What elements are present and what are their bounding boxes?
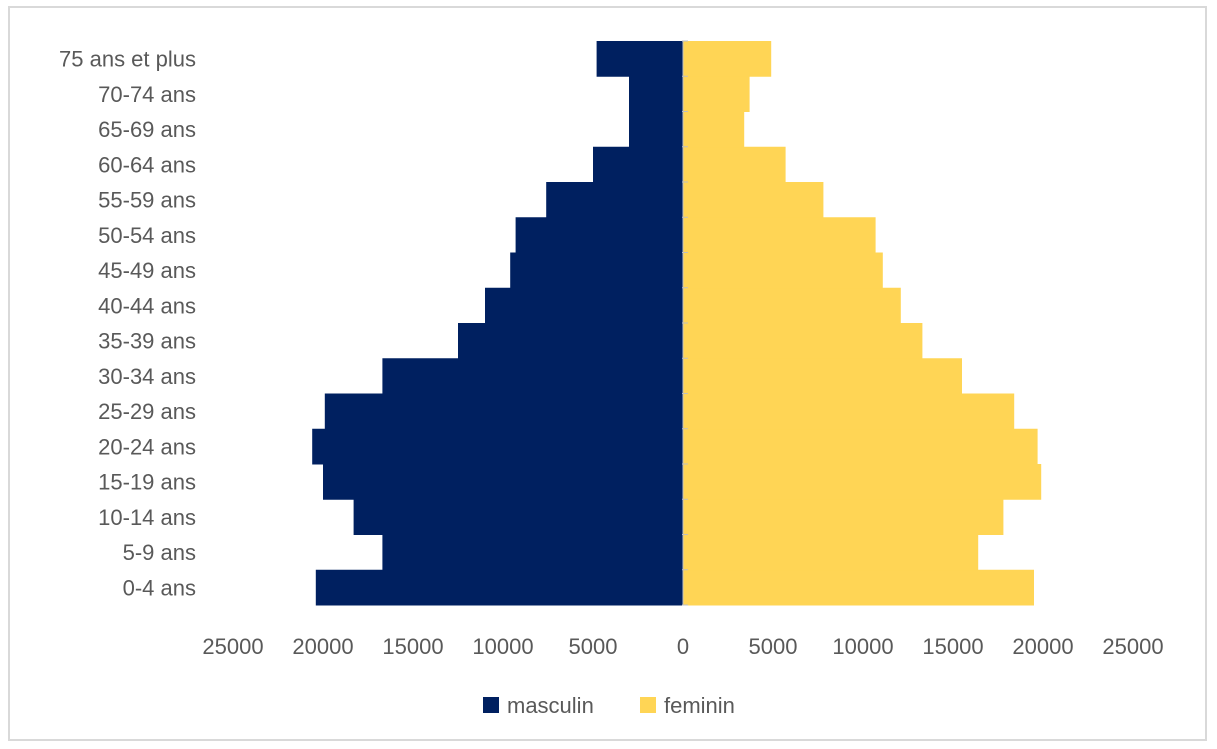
bar-masculin-6 bbox=[382, 358, 683, 394]
legend-label-masculin: masculin bbox=[507, 693, 594, 718]
bar-feminin-3 bbox=[683, 464, 1042, 500]
bar-masculin-2 bbox=[353, 499, 683, 535]
category-label: 5-9 ans bbox=[123, 540, 196, 565]
bar-feminin-5 bbox=[683, 393, 1015, 430]
bar-feminin-2 bbox=[683, 499, 1004, 535]
category-label: 10-14 ans bbox=[98, 505, 196, 530]
series-masculin bbox=[312, 41, 683, 606]
x-tick-label: 20000 bbox=[292, 634, 353, 659]
bar-masculin-7 bbox=[458, 323, 683, 359]
x-tick-label: 25000 bbox=[1102, 634, 1163, 659]
category-label: 35-39 ans bbox=[98, 329, 196, 354]
x-tick-label: 15000 bbox=[382, 634, 443, 659]
bar-masculin-8 bbox=[485, 287, 683, 324]
category-label: 15-19 ans bbox=[98, 470, 196, 495]
category-label: 20-24 ans bbox=[98, 434, 196, 459]
bar-feminin-11 bbox=[683, 182, 824, 218]
x-tick-label: 10000 bbox=[472, 634, 533, 659]
legend-swatch-feminin bbox=[640, 697, 656, 713]
category-label: 55-59 ans bbox=[98, 188, 196, 213]
bar-feminin-10 bbox=[683, 217, 876, 253]
bar-feminin-1 bbox=[683, 534, 979, 571]
x-tick-label: 15000 bbox=[922, 634, 983, 659]
category-label: 70-74 ans bbox=[98, 82, 196, 107]
category-label: 25-29 ans bbox=[98, 399, 196, 424]
bar-feminin-7 bbox=[683, 323, 923, 359]
category-label: 40-44 ans bbox=[98, 293, 196, 318]
bar-masculin-3 bbox=[323, 464, 683, 500]
bar-masculin-10 bbox=[515, 217, 683, 253]
bar-feminin-14 bbox=[683, 76, 750, 112]
bar-masculin-0 bbox=[315, 569, 683, 606]
series-feminin bbox=[683, 41, 1042, 606]
bar-feminin-8 bbox=[683, 287, 901, 324]
x-tick-label: 5000 bbox=[749, 634, 798, 659]
x-tick-label: 5000 bbox=[569, 634, 618, 659]
bar-feminin-9 bbox=[683, 252, 883, 289]
x-tick-label: 25000 bbox=[202, 634, 263, 659]
legend-swatch-masculin bbox=[483, 697, 499, 713]
bars-group bbox=[312, 41, 1042, 606]
legend-label-feminin: feminin bbox=[664, 693, 735, 718]
bar-masculin-5 bbox=[324, 393, 683, 430]
bar-feminin-4 bbox=[683, 428, 1038, 465]
bar-masculin-13 bbox=[629, 111, 683, 148]
category-label: 65-69 ans bbox=[98, 117, 196, 142]
category-label: 30-34 ans bbox=[98, 364, 196, 389]
bar-masculin-14 bbox=[629, 76, 683, 112]
x-tick-label: 0 bbox=[677, 634, 689, 659]
category-labels: 0-4 ans 5-9 ans 10-14 ans 15-19 ans 20-24 an… bbox=[59, 47, 196, 601]
bar-masculin-9 bbox=[510, 252, 683, 289]
category-label: 0-4 ans bbox=[123, 575, 196, 600]
bar-masculin-1 bbox=[382, 534, 683, 571]
x-tick-label: 20000 bbox=[1012, 634, 1073, 659]
x-axis-labels: 25000 20000 15000 10000 5000 0 5000 10000 15000 2… bbox=[202, 634, 1163, 659]
bar-masculin-12 bbox=[593, 146, 683, 183]
category-label: 60-64 ans bbox=[98, 152, 196, 177]
x-tick-label: 10000 bbox=[832, 634, 893, 659]
category-label: 75 ans et plus bbox=[59, 47, 196, 72]
bar-masculin-15 bbox=[596, 41, 683, 77]
bar-feminin-6 bbox=[683, 358, 962, 394]
bar-masculin-4 bbox=[312, 428, 683, 465]
bar-feminin-12 bbox=[683, 146, 786, 183]
y-axis bbox=[682, 40, 688, 606]
bar-feminin-0 bbox=[683, 569, 1034, 606]
legend: masculin feminin bbox=[483, 693, 735, 718]
category-label: 50-54 ans bbox=[98, 223, 196, 248]
bar-feminin-13 bbox=[683, 111, 745, 148]
bar-masculin-11 bbox=[546, 182, 683, 218]
bar-feminin-15 bbox=[683, 41, 772, 77]
category-label: 45-49 ans bbox=[98, 258, 196, 283]
